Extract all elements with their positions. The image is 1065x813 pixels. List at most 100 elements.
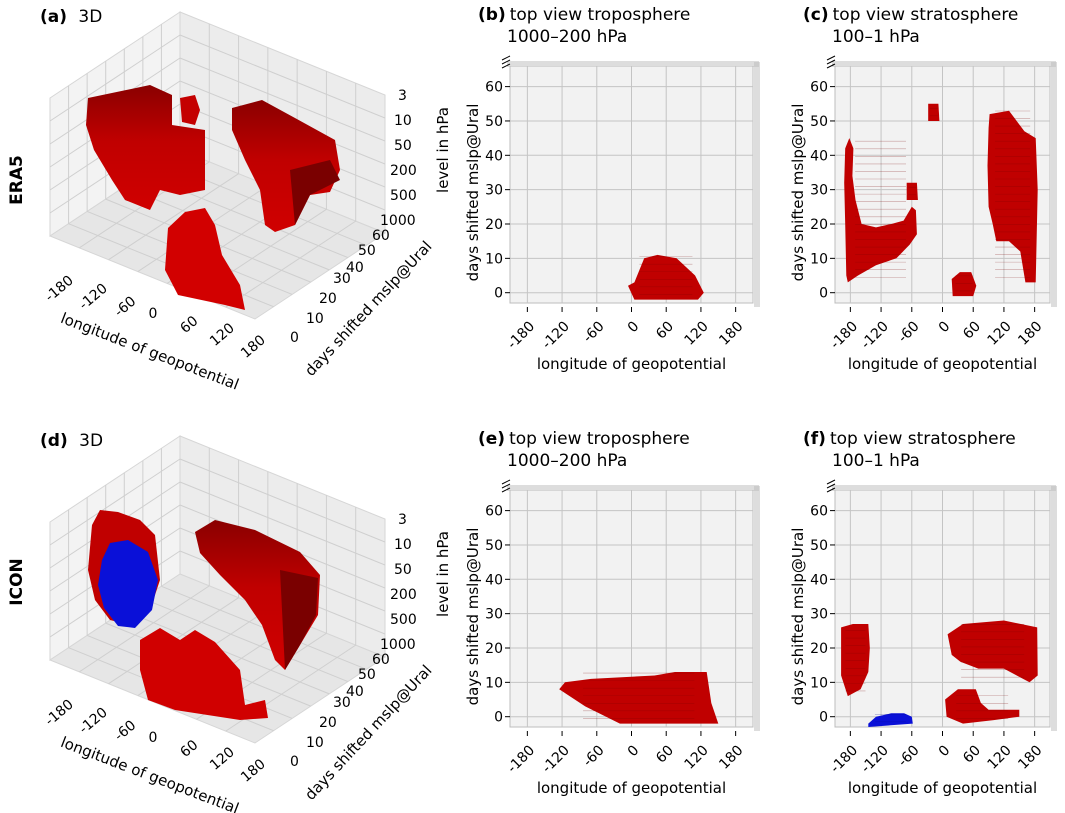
panel-e-subtitle: 1000–200 hPa — [507, 451, 627, 471]
panel-c-topview: -180-120 -60 0 60 120 1800102030405060longitu… — [789, 5, 1057, 373]
panel-d-xtick: 180 — [238, 756, 269, 785]
panel-f-title-text: top view stratosphere — [830, 429, 1016, 449]
panel-d-ztick: 10 — [394, 537, 412, 553]
panel-e-title: (e) top view troposphere — [478, 429, 690, 449]
panel-f-corner-mark — [826, 479, 836, 493]
panel-a-ytick: 0 — [290, 330, 299, 346]
panel-a-voxel-shade-3 — [290, 160, 340, 225]
panel-e-title-text: top view troposphere — [509, 429, 690, 449]
panel-c-region-1 — [844, 138, 917, 283]
panel-b-ytick-label: 30 — [485, 183, 503, 199]
panel-d-xtick: -60 — [112, 717, 140, 744]
panel-e-xtick-label: 60 — [653, 743, 677, 767]
panel-b-xtick-label: 180 — [716, 319, 746, 349]
panel-a-xtick: 120 — [207, 320, 238, 349]
panel-a-voxels — [86, 85, 340, 310]
panel-d-ztick: 500 — [390, 612, 417, 628]
panel-c-region-3 — [906, 182, 918, 200]
panel-a-xtick: 60 — [177, 313, 201, 337]
panel-e-corner-mark — [501, 479, 511, 493]
panel-e-xlabel: longitude of geopotential — [537, 779, 726, 797]
panel-b-ytick-label: 50 — [485, 114, 503, 130]
panel-e-xtick-label: 120 — [682, 743, 712, 773]
panel-a-xtick: -60 — [112, 293, 140, 320]
panel-f-region-3 — [945, 689, 1020, 724]
panel-e-ytick-label: 20 — [485, 641, 503, 657]
panel-d-title: (d) 3D — [40, 431, 103, 451]
panel-b-xtick-label: -180 — [504, 319, 538, 353]
panel-e-xtick-label: -60 — [580, 743, 607, 770]
panel-f-region-4-shading — [874, 713, 907, 723]
panel-b-corner-mark — [501, 55, 511, 69]
panel-c-xtick-label: 180 — [1015, 319, 1045, 349]
panel-c-region-2-shading — [929, 107, 938, 117]
panel-f-xtick-label: 60 — [960, 743, 984, 767]
panel-b-xlabel: longitude of geopotential — [537, 355, 726, 373]
panel-a-ytick: 60 — [372, 228, 390, 244]
panel-f-label: (f) — [803, 429, 826, 449]
panel-d-ytick: 10 — [306, 735, 324, 751]
panel-b-ylabel: days shifted mslp@Ural — [464, 104, 482, 282]
panel-c-title-text: top view stratosphere — [833, 5, 1019, 25]
panel-f-region-1-shading — [845, 630, 866, 692]
panel-f-region-4 — [868, 713, 913, 727]
panel-f-topview: -180-120 -60 0 60 120 1800102030405060longitu… — [789, 429, 1057, 797]
panel-c-ylabel: days shifted mslp@Ural — [789, 104, 807, 282]
panel-b-ytick-label: 0 — [494, 286, 503, 302]
panel-f-title: (f) top view stratosphere — [803, 429, 1016, 449]
panel-d-zaxis: 3 10 50 200 500 1000 level in hPa — [380, 512, 452, 653]
panel-a-ytick: 40 — [346, 260, 364, 276]
panel-f-subtitle: 100–1 hPa — [832, 451, 920, 471]
panel-b-title: (b) top view troposphere — [478, 5, 690, 25]
panel-f-ytick-label: 30 — [810, 607, 828, 623]
panel-a-ztick: 200 — [390, 163, 417, 179]
panel-b-frame-edges — [507, 61, 760, 307]
panel-e-ytick-label: 10 — [485, 675, 503, 691]
panel-f-ytick-label: 60 — [810, 504, 828, 520]
panel-b-region-1-shading — [639, 256, 693, 295]
panel-f-ytick-label: 40 — [810, 572, 828, 588]
panel-e-region-1-shading — [583, 672, 695, 719]
panel-f-region-3-shading — [956, 695, 1009, 719]
panel-d-label: (d) — [40, 431, 68, 451]
panel-e-ytick-label: 60 — [485, 504, 503, 520]
panel-c-ytick-label: 20 — [810, 217, 828, 233]
panel-f-xlabel: longitude of geopotential — [848, 779, 1037, 797]
panel-b-label: (b) — [478, 5, 506, 25]
panel-b-xtick-label: 0 — [625, 319, 643, 337]
panel-c-ytick-label: 50 — [810, 114, 828, 130]
panel-c-region-4-shading — [995, 110, 1031, 278]
panel-d-voxel-blue — [98, 540, 158, 628]
panel-c-ytick-label: 40 — [810, 148, 828, 164]
panel-a-title-text: 3D — [78, 7, 102, 27]
topview-panels: -180 -120 -60 0 60 120 1800102030405060longitu… — [464, 5, 1057, 797]
panel-c-xtick-label: -60 — [895, 319, 922, 346]
panel-c-region-3-shading — [908, 186, 917, 196]
panel-d-ztick: 200 — [390, 587, 417, 603]
panel-b-xtick-label: -120 — [539, 319, 573, 353]
panel-a-label: (a) — [40, 7, 67, 27]
panel-d-ytick: 60 — [372, 652, 390, 668]
panel-e-ytick-label: 0 — [494, 710, 503, 726]
panel-b-xtick-label: 60 — [653, 319, 677, 343]
panel-c-xtick-label: -180 — [827, 319, 861, 353]
row-label-era5: ERA5 — [7, 155, 27, 205]
panel-d-title-text: 3D — [79, 431, 103, 451]
panel-c-label: (c) — [803, 5, 829, 25]
row-label-icon: ICON — [7, 558, 27, 605]
panel-f-ytick-label: 10 — [810, 675, 828, 691]
panel-b-xtick-label: 120 — [682, 319, 712, 349]
panel-c-xtick-label: 120 — [985, 319, 1015, 349]
panel-a-voxel-body-3 — [232, 100, 340, 232]
panel-e-ylabel: days shifted mslp@Ural — [464, 528, 482, 706]
panel-a-ytick: 50 — [358, 243, 376, 259]
panel-f-xtick-label: 0 — [936, 743, 954, 761]
panel-c-ytick-label: 10 — [810, 251, 828, 267]
panel-c-xlabel: longitude of geopotential — [848, 355, 1037, 373]
panel-d-ytick: 30 — [333, 695, 351, 711]
panel-c-ytick-label: 60 — [810, 80, 828, 96]
panel-a-ztick: 10 — [394, 113, 412, 129]
panel-d-ytick: 40 — [346, 684, 364, 700]
panel-d-ztick: 3 — [398, 512, 407, 528]
